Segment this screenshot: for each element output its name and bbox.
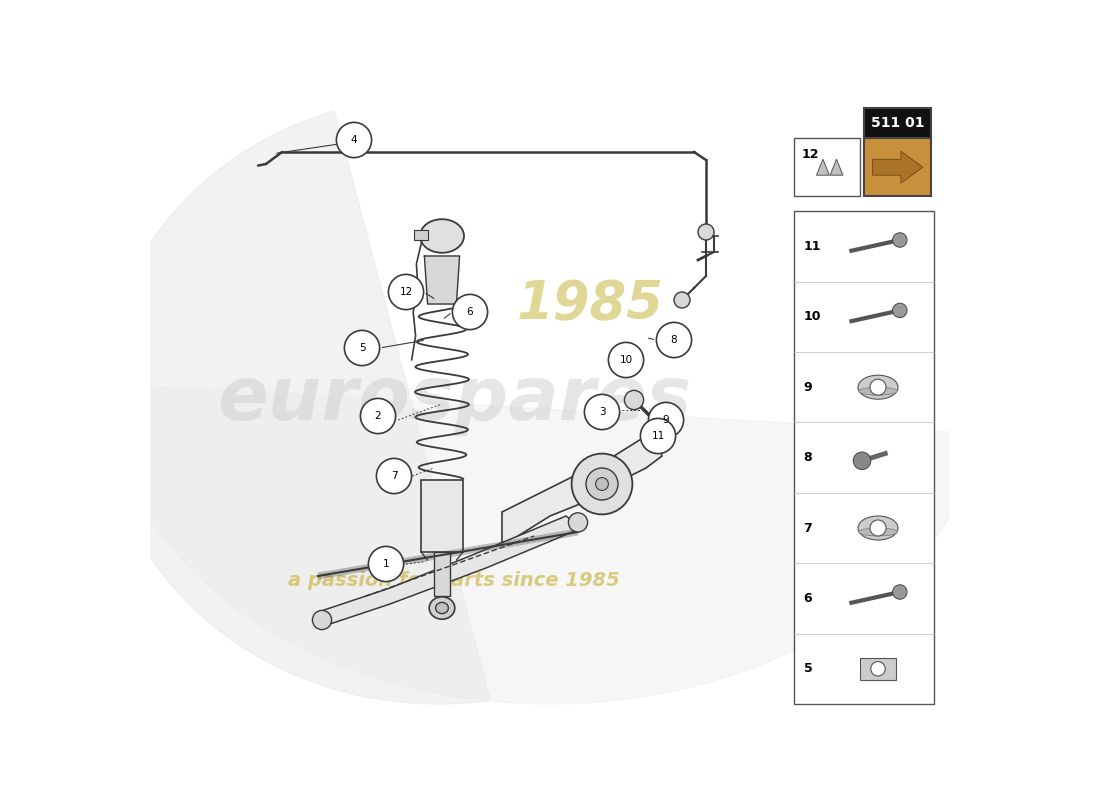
Circle shape [870,379,886,395]
Text: 6: 6 [804,592,812,605]
Circle shape [648,414,668,434]
Circle shape [657,322,692,358]
Circle shape [595,478,608,490]
Polygon shape [425,256,460,304]
Polygon shape [830,159,843,175]
Text: 6: 6 [466,307,473,317]
Text: 12: 12 [399,287,412,297]
Circle shape [640,418,675,454]
Bar [865,108,931,138]
Circle shape [572,454,632,514]
Circle shape [674,292,690,308]
Circle shape [344,330,380,366]
Text: 511 01: 511 01 [871,116,924,130]
Text: 8: 8 [671,335,678,345]
Bar [794,138,860,196]
Circle shape [376,458,411,494]
Bar [421,480,463,552]
Text: 10: 10 [619,355,632,365]
Text: 5: 5 [359,343,365,353]
Circle shape [625,390,644,410]
Circle shape [698,224,714,240]
Ellipse shape [420,219,464,253]
Text: a passion for parts since 1985: a passion for parts since 1985 [288,570,620,590]
Text: 3: 3 [598,407,605,417]
Circle shape [361,398,396,434]
Circle shape [586,468,618,500]
Polygon shape [872,151,923,183]
Circle shape [871,662,886,676]
Polygon shape [872,151,923,183]
Bar [865,138,931,196]
Circle shape [608,342,644,378]
Circle shape [388,274,424,310]
Text: 11: 11 [804,240,821,253]
Circle shape [368,546,404,582]
Ellipse shape [859,387,898,395]
Text: 2: 2 [375,411,382,421]
Polygon shape [502,436,662,548]
Ellipse shape [859,528,898,536]
Text: 12: 12 [802,148,820,161]
Text: 4: 4 [351,135,358,145]
Circle shape [312,610,331,630]
Polygon shape [860,658,895,680]
Ellipse shape [429,597,454,619]
Text: 9: 9 [662,415,669,425]
Text: 5: 5 [804,662,812,675]
Circle shape [892,233,907,247]
Circle shape [569,513,587,532]
Circle shape [337,122,372,158]
Circle shape [854,452,871,470]
Text: 7: 7 [804,522,812,534]
Ellipse shape [858,516,898,540]
Text: 11: 11 [651,431,664,441]
Circle shape [892,303,907,318]
Ellipse shape [436,602,449,614]
Circle shape [870,520,886,536]
Bar [434,552,450,596]
Circle shape [584,394,619,430]
Text: 7: 7 [390,471,397,481]
Bar [414,230,428,240]
Bar [794,211,934,704]
Polygon shape [816,159,829,175]
Polygon shape [318,516,582,628]
Polygon shape [110,384,984,704]
Circle shape [648,402,683,438]
Circle shape [892,585,907,599]
Ellipse shape [858,375,898,399]
Text: 8: 8 [804,451,812,464]
Text: eurospares: eurospares [217,363,691,437]
Text: 10: 10 [804,310,821,323]
Text: 1: 1 [383,559,389,569]
Circle shape [452,294,487,330]
Polygon shape [102,111,491,704]
Text: 1985: 1985 [517,278,663,330]
Text: 9: 9 [804,381,812,394]
